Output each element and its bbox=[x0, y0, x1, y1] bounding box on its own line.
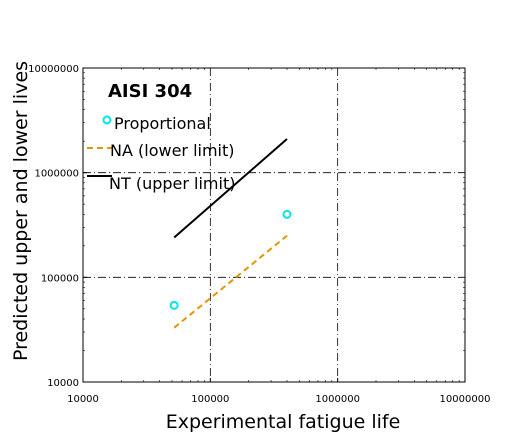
x-tick-label: 10000000 bbox=[440, 394, 491, 405]
y-tick-label: 1000000 bbox=[34, 169, 79, 180]
series-line-2 bbox=[173, 138, 288, 239]
data-point-0-1 bbox=[282, 209, 292, 219]
legend-marker-proportional bbox=[102, 115, 112, 125]
y-axis-ticks: 10000 100000 1000000 10000000 bbox=[28, 64, 465, 389]
legend-label-proportional: Proportional bbox=[114, 114, 211, 133]
y-tick-label: 10000000 bbox=[28, 64, 79, 75]
y-axis-label: Predicted upper and lower lives bbox=[10, 61, 32, 361]
legend: AISI 304 Proportional NA (lower limit) N… bbox=[87, 81, 235, 193]
legend-label-na-lower: NA (lower limit) bbox=[110, 141, 235, 160]
x-tick-label: 100000 bbox=[191, 394, 229, 405]
grid-lines bbox=[83, 68, 465, 382]
legend-label-nt-upper: NT (upper limit) bbox=[109, 174, 235, 193]
legend-title: AISI 304 bbox=[108, 81, 192, 102]
x-axis-ticks: 10000 100000 1000000 10000000 bbox=[67, 68, 490, 405]
plot-frame bbox=[82, 67, 466, 383]
y-tick-label: 10000 bbox=[47, 378, 79, 389]
series-layer bbox=[169, 138, 292, 329]
y-tick-label: 100000 bbox=[41, 273, 79, 284]
data-point-0-0 bbox=[169, 300, 179, 310]
series-line-1 bbox=[173, 234, 288, 329]
x-tick-label: 1000000 bbox=[315, 394, 360, 405]
x-axis-label: Experimental fatigue life bbox=[166, 411, 401, 433]
x-tick-label: 10000 bbox=[67, 394, 99, 405]
